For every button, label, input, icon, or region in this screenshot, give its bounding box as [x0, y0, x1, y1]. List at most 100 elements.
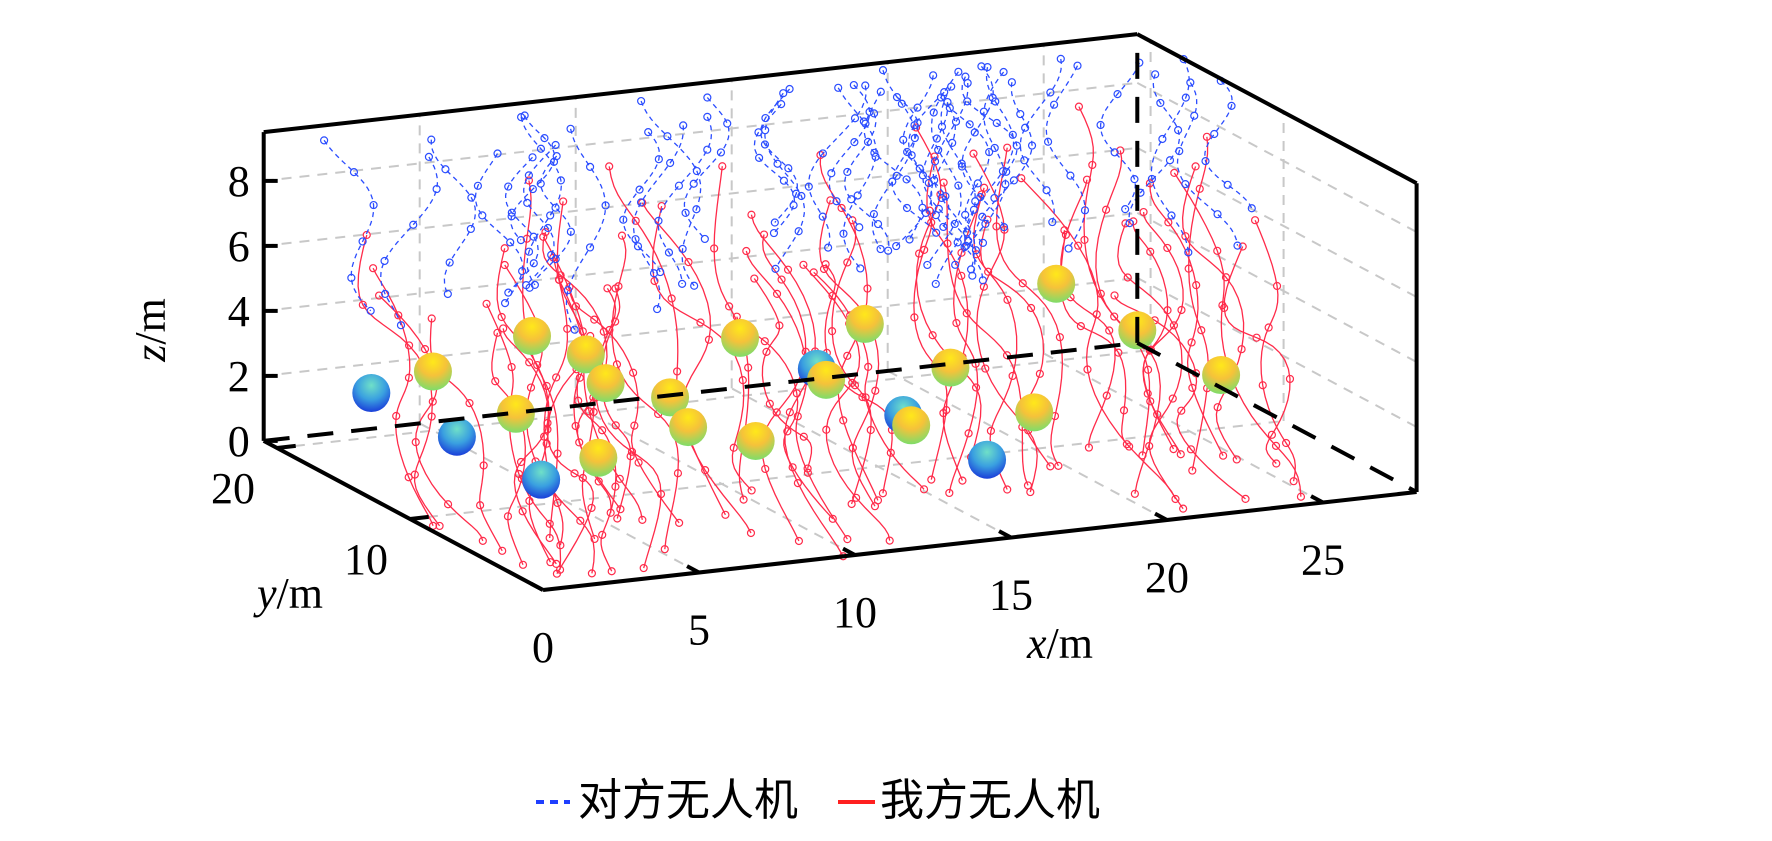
own-uav-trajectory-marker [1171, 494, 1180, 504]
y-tick-label: 20 [211, 464, 255, 513]
enemy-uav-trajectory-marker [723, 119, 732, 128]
enemy-uav-trajectory-marker [856, 264, 865, 273]
enemy-uav-trajectory-marker [518, 267, 527, 276]
enemy-uav-trajectory-marker [366, 306, 375, 315]
enemy-uav-trajectory-marker [1048, 217, 1057, 227]
own-uav-trajectory-marker [980, 183, 989, 192]
own-uav-trajectory [819, 200, 880, 507]
own-uav-trajectory-marker [1169, 445, 1178, 454]
enemy-uav-trajectory-marker [968, 271, 977, 280]
enemy-uav-trajectory-marker [950, 219, 959, 229]
enemy-uav-trajectory-marker [547, 250, 556, 260]
enemy-uav-trajectory [657, 116, 713, 284]
enemy-uav-trajectory-marker [905, 235, 914, 244]
own-uav-trajectory-marker [1219, 451, 1228, 460]
y-axis-label: y/m [253, 569, 323, 618]
own-uav-trajectory-marker [1238, 242, 1247, 251]
enemy-uav-trajectory-marker [769, 228, 779, 238]
enemy-uav-trajectory-marker [1113, 89, 1122, 99]
own-uav-trajectory-marker [427, 412, 436, 421]
enemy-uav-trajectory-marker [907, 151, 916, 160]
enemy-uav-trajectory-marker [1046, 88, 1055, 97]
own-uav-trajectory [995, 147, 1064, 467]
own-uav-trajectory-marker [617, 231, 627, 240]
own-uav-trajectory-marker [1202, 132, 1211, 141]
enemy-uav-trajectory [622, 131, 661, 273]
enemy-uav-trajectory [828, 84, 871, 228]
enemy-uav-trajectory-marker [666, 158, 675, 168]
enemy-uav-trajectory-marker [977, 62, 986, 71]
enemy-uav-trajectory-marker [754, 128, 763, 137]
own-uav-trajectory-marker [541, 228, 550, 237]
own-uav-trajectory-marker [1285, 374, 1295, 384]
enemy-uav-trajectory-marker [981, 219, 990, 229]
enemy-uav-trajectory-marker [552, 152, 561, 161]
enemy-uav-trajectory-marker [1130, 175, 1139, 184]
own-uav-trajectory-marker [822, 425, 831, 434]
enemy-uav-trajectory-marker [380, 256, 389, 266]
enemy-uav-trajectory-marker [930, 157, 940, 166]
own-uav-trajectory-marker [1191, 162, 1200, 171]
enemy-uav-trajectory-marker [761, 113, 770, 123]
x-tick-mark [1154, 511, 1168, 522]
enemy-uav-trajectory-marker [396, 321, 406, 330]
own-uav-trajectory [522, 180, 559, 539]
own-uav-trajectory [761, 234, 807, 542]
enemy-uav-trajectory-marker [1008, 130, 1017, 139]
enemy-uav-trajectory-marker [681, 208, 690, 217]
obstacle-sphere-yellow [513, 317, 552, 356]
obstacle-sphere-yellow [1015, 393, 1054, 432]
enemy-uav-trajectory-marker [849, 80, 858, 90]
own-uav-trajectory-marker [1296, 492, 1306, 501]
enemy-uav-trajectory-marker [990, 193, 999, 203]
enemy-uav-trajectory-marker [1073, 61, 1082, 70]
enemy-uav-trajectory-marker [689, 179, 698, 188]
enemy-uav-trajectory-marker [876, 244, 885, 254]
own-uav-trajectory-marker [1195, 184, 1204, 193]
own-uav-trajectory [1223, 246, 1291, 464]
own-uav-trajectory-marker [1163, 306, 1172, 315]
enemy-uav-trajectory-marker [543, 223, 553, 233]
own-uav-trajectory-marker [1080, 235, 1089, 245]
enemy-uav-trajectory-marker [536, 179, 545, 188]
enemy-uav-trajectory-marker [1110, 148, 1119, 157]
own-uav-trajectory-marker [518, 507, 527, 516]
enemy-uav-trajectory-marker [779, 176, 789, 185]
enemy-uav-trajectory-marker [754, 153, 764, 162]
enemy-uav-trajectory-marker [1147, 174, 1157, 184]
enemy-uav-trajectory-marker [913, 103, 922, 112]
own-uav-trajectory-marker [411, 438, 420, 447]
enemy-uav-trajectory-marker [703, 145, 712, 154]
own-uav-trajectory-marker [1163, 243, 1172, 253]
enemy-uav-trajectory-marker [832, 197, 841, 206]
own-uav-trajectory-marker [1232, 455, 1241, 464]
own-uav-trajectory-marker [554, 275, 564, 284]
enemy-uav-trajectory-marker [784, 164, 793, 173]
enemy-uav-trajectory-marker [653, 304, 662, 314]
own-uav-trajectory-marker [545, 533, 554, 543]
z-tick-label: 2 [228, 352, 250, 401]
own-uav-trajectory-marker [793, 478, 802, 488]
enemy-uav-trajectory-marker [1056, 54, 1065, 63]
own-uav-trajectory-marker [482, 299, 491, 308]
own-uav-trajectory-marker [590, 315, 599, 324]
enemy-uav-trajectory-marker [1184, 248, 1193, 257]
enemy-uav-trajectory [760, 88, 798, 223]
enemy-uav-trajectory-marker [1151, 70, 1160, 79]
enemy-uav-trajectory-marker [999, 67, 1008, 77]
own-uav-trajectory-marker [765, 399, 774, 408]
own-uav-trajectory [486, 303, 562, 570]
grid-line-z-side [1136, 277, 1418, 428]
enemy-uav-trajectory-marker [529, 259, 538, 268]
enemy-uav-trajectory [1019, 58, 1063, 223]
own-uav-trajectory-marker [1213, 403, 1222, 412]
own-uav-trajectory [496, 248, 551, 563]
enemy-uav-trajectory-marker [619, 215, 628, 224]
own-uav-trajectory-marker [1146, 247, 1155, 256]
enemy-uav-trajectory-marker [861, 81, 870, 90]
own-uav-trajectory-marker [1061, 230, 1071, 239]
own-uav-trajectory [611, 235, 680, 550]
own-uav-trajectory-marker [578, 473, 587, 483]
enemy-uav-trajectory-marker [369, 200, 378, 210]
own-uav-trajectory-marker [611, 317, 620, 326]
